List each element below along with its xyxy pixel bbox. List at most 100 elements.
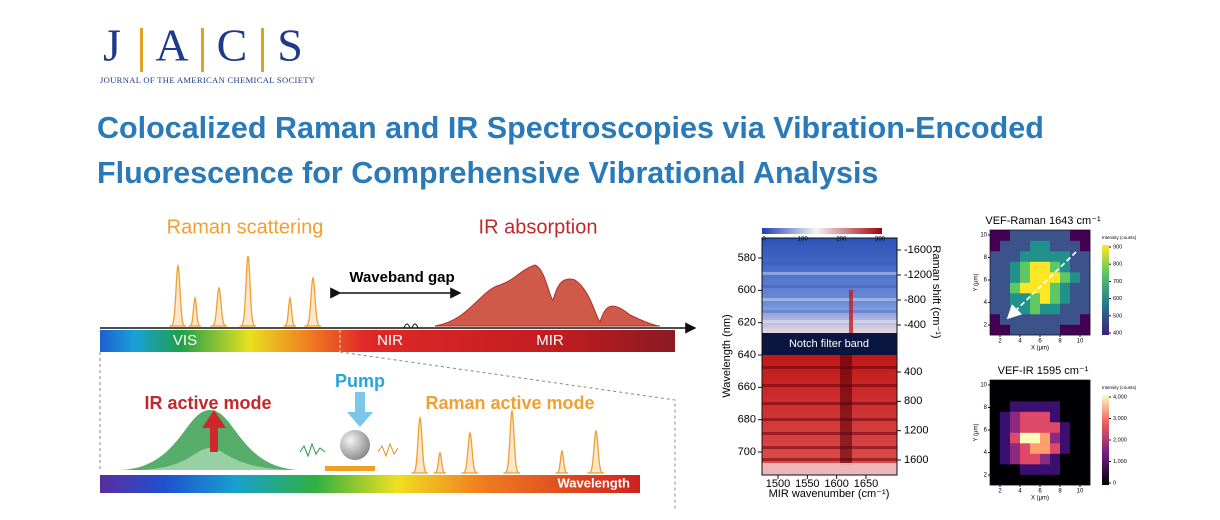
map-pixel (1010, 261, 1021, 273)
map-pixel (1070, 390, 1081, 402)
ir-wave (299, 442, 326, 458)
ir-label: IR absorption (479, 216, 598, 238)
colorbar-tick-label: 800 (1113, 262, 1122, 268)
map-pixel (1040, 390, 1051, 402)
colorbar-tick-label: 200 (836, 237, 847, 243)
map-pixel (1030, 474, 1041, 486)
raman-region (762, 238, 897, 333)
map-pixel (1050, 324, 1061, 336)
pump-label: Pump (335, 371, 385, 391)
logo-letter: S (277, 20, 303, 71)
wavelength-label: Wavelength (558, 475, 631, 490)
map-pixel (1030, 453, 1041, 465)
peak (304, 275, 322, 327)
map-pixel (1080, 432, 1091, 444)
map-pixel (1030, 411, 1041, 423)
map-pixel (990, 261, 1001, 273)
stripe (762, 262, 897, 265)
map-pixel (990, 474, 1001, 486)
map-pixel (1060, 314, 1071, 325)
map-pixel (1040, 324, 1051, 336)
map-pixel (1030, 261, 1041, 273)
axis-break (403, 323, 419, 329)
peak (188, 295, 202, 327)
colorbar (1102, 245, 1109, 335)
y-label: Y (μm) (974, 423, 980, 441)
colorbar (1102, 395, 1109, 485)
map-pixel (1040, 272, 1051, 283)
map-pixel (1000, 303, 1011, 315)
x-tick-label: 8 (1058, 339, 1062, 345)
map-pixel (1070, 314, 1081, 325)
map-pixel (1010, 464, 1021, 475)
map-pixel (1030, 464, 1041, 475)
stripe (762, 272, 897, 275)
map-pixel (1080, 272, 1091, 283)
map-pixel (1080, 380, 1091, 391)
x-tick-label: 2 (998, 489, 1002, 495)
map-pixel (990, 380, 1001, 391)
raman-map: VEF-Raman 1643 cm⁻¹ 2 4 6 8 10 2 4 6 8 10 X (μm) Y (… (974, 215, 1137, 352)
map-pixel (1030, 272, 1041, 283)
logo-subtitle: JOURNAL OF THE AMERICAN CHEMICAL SOCIETY (100, 75, 315, 85)
map-pixel (1050, 240, 1061, 252)
map-pixel (1070, 272, 1081, 283)
map-pixel (1000, 293, 1011, 304)
map-pixel (1030, 314, 1041, 325)
stripe (762, 446, 897, 449)
y2-label: Raman shift (cm⁻¹) (930, 245, 942, 338)
map-pixel (1080, 282, 1091, 294)
map-pixel (1010, 303, 1021, 315)
colorbar-tick-label: 2,000 (1113, 437, 1127, 443)
map-pixel (990, 432, 1001, 444)
region-label: VIS (173, 332, 197, 349)
map-pixel (1060, 293, 1071, 304)
ir-absorption-band (434, 264, 661, 327)
map-pixel (1080, 411, 1091, 423)
map-pixel (1050, 261, 1061, 273)
map-pixel (1010, 380, 1021, 391)
map-pixel (1050, 293, 1061, 304)
map-pixel (1080, 422, 1091, 433)
map-pixel (1060, 411, 1071, 423)
map-pixel (990, 282, 1001, 294)
map-title: VEF-Raman 1643 cm⁻¹ (985, 215, 1101, 227)
map-pixel (1050, 390, 1061, 402)
map-pixel (1050, 443, 1061, 454)
map-pixel (1060, 251, 1071, 262)
map-pixel (1020, 324, 1031, 336)
stripe (762, 298, 897, 301)
logo-letter: C (217, 20, 248, 71)
map-pixel (1040, 261, 1051, 273)
x-tick-label: 1600 (824, 478, 848, 490)
map-pixel (1070, 282, 1081, 294)
map-pixel (1040, 422, 1051, 433)
map-pixel (1030, 422, 1041, 433)
y-tick-label: 600 (738, 284, 756, 296)
map-pixel (1070, 293, 1081, 304)
stripe (762, 310, 897, 313)
colorbar-tick-label: 700 (1113, 279, 1122, 285)
map-pixel (1050, 432, 1061, 444)
stripe (762, 320, 897, 323)
y2-tick-label: 800 (904, 395, 922, 407)
map-pixel (1020, 272, 1031, 283)
map-pixel (1040, 230, 1051, 241)
map-pixel (1020, 240, 1031, 252)
map-pixel (1050, 282, 1061, 294)
x-tick-label: 2 (998, 339, 1002, 345)
map-pixel (1050, 453, 1061, 465)
map-pixel (1050, 422, 1061, 433)
map-pixel (1060, 453, 1071, 465)
map-pixel (990, 411, 1001, 423)
colorbar-tick-label: 500 (1113, 313, 1122, 319)
map-pixel (990, 390, 1001, 402)
x-tick-label: 6 (1038, 339, 1042, 345)
substrate (325, 466, 375, 471)
map-pixel (1000, 314, 1011, 325)
pump-arrow (347, 392, 373, 427)
map-pixel (1010, 251, 1021, 262)
x-tick-label: 4 (1018, 489, 1022, 495)
y2-tick-label: -400 (904, 319, 926, 331)
